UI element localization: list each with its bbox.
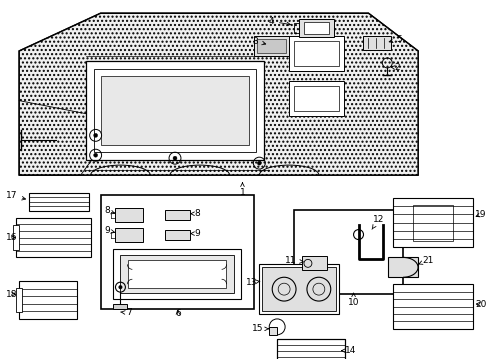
Bar [101,76,249,145]
Bar [288,81,343,116]
Bar [277,339,344,360]
Circle shape [118,285,122,289]
Polygon shape [19,13,417,175]
Bar [298,19,333,37]
Bar [13,225,19,251]
Bar [128,260,225,288]
Bar [115,208,143,222]
Circle shape [94,133,98,137]
Text: 7: 7 [121,309,132,318]
Text: 19: 19 [474,210,485,219]
Bar [277,339,344,360]
Bar [254,36,288,56]
Bar [257,39,285,53]
Text: 8: 8 [104,206,114,215]
Circle shape [173,156,177,160]
Bar [412,205,452,240]
Bar [16,218,90,257]
Text: 20: 20 [474,300,485,309]
Bar [113,304,127,309]
Bar [262,267,335,311]
Bar [392,284,472,329]
Circle shape [257,161,261,165]
Text: 12: 12 [371,215,383,229]
Bar [302,256,326,270]
Bar [288,36,343,71]
Text: 2: 2 [390,63,399,72]
Bar [293,86,338,111]
Bar [259,264,338,314]
Text: 16: 16 [5,233,17,242]
Text: 9: 9 [190,229,199,238]
Bar [293,41,338,66]
Text: 13: 13 [245,278,260,287]
Text: 11: 11 [285,256,303,265]
Text: 8: 8 [190,209,199,218]
Text: 14: 14 [341,346,356,355]
Text: 3: 3 [252,37,265,46]
Bar [387,257,417,277]
Bar [94,69,256,152]
Text: 5: 5 [388,35,401,44]
Bar [165,230,189,239]
Text: 17: 17 [5,192,25,201]
Bar [115,228,143,242]
Text: 21: 21 [418,256,433,265]
Bar [269,327,277,335]
Bar [112,249,241,299]
Text: 6: 6 [175,310,181,319]
Bar [29,193,88,211]
Text: 15: 15 [251,324,268,333]
Bar [304,22,328,34]
Bar [101,195,254,309]
Text: 4: 4 [268,17,290,26]
Text: 10: 10 [347,293,359,307]
Bar [19,281,77,319]
Polygon shape [19,13,417,175]
Text: 9: 9 [104,226,114,235]
Bar [85,61,264,160]
Bar [165,210,189,220]
Bar [16,288,22,312]
Text: 1: 1 [239,183,245,197]
Bar [363,36,390,50]
Circle shape [94,153,98,157]
Bar [392,198,472,247]
Bar [293,210,402,294]
Bar [120,255,233,293]
Text: 18: 18 [5,289,17,298]
